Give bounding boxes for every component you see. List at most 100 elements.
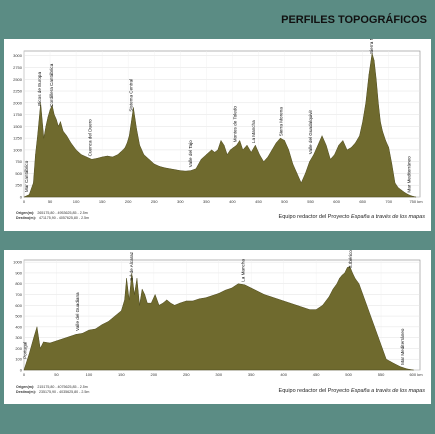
profile-point bbox=[75, 334, 77, 335]
profile-point bbox=[332, 288, 334, 290]
profile-point bbox=[275, 142, 277, 144]
profile-point bbox=[112, 156, 113, 158]
x-tick-label: 400 bbox=[229, 199, 236, 204]
profile-point bbox=[47, 116, 49, 118]
x-tick-label: 450 bbox=[313, 372, 320, 377]
profile-point bbox=[338, 144, 339, 146]
profile-point bbox=[212, 295, 213, 296]
profile-point bbox=[231, 287, 232, 289]
profile-point bbox=[220, 140, 222, 141]
x-last-tick-label: 750 km bbox=[409, 199, 423, 204]
profile-point bbox=[366, 305, 368, 306]
profile-panel-1: 0 250 500 750 1000 1250 1500 1750 2000 2250 2500 27… bbox=[4, 39, 431, 231]
profile-point bbox=[60, 121, 61, 122]
profile-point bbox=[82, 333, 83, 334]
annotation-label: Montes de Toledo bbox=[233, 106, 238, 143]
profile-point bbox=[117, 154, 119, 155]
profile-point bbox=[166, 299, 168, 301]
profile-point bbox=[226, 154, 228, 155]
profile-point bbox=[218, 293, 219, 294]
x-last-tick-label: 600 km bbox=[409, 372, 423, 377]
profile-point bbox=[302, 307, 304, 308]
profile-point bbox=[349, 266, 351, 267]
profile-point bbox=[354, 278, 356, 279]
profile-point bbox=[300, 182, 302, 184]
profile-point bbox=[158, 305, 160, 306]
profile-point bbox=[288, 149, 289, 151]
profile-point bbox=[122, 149, 124, 151]
annotation-label: Cuenca del Duero bbox=[88, 119, 93, 156]
profile-point bbox=[413, 369, 414, 371]
profile-point bbox=[410, 195, 411, 196]
profile-point bbox=[185, 170, 186, 172]
x-tick-label: 650 bbox=[359, 199, 366, 204]
origin-value: 265175,80 - 4953625,85 - 2.5m bbox=[37, 211, 88, 215]
profile-point bbox=[101, 156, 103, 158]
profile-point bbox=[124, 299, 125, 301]
annotation-label: La Mancha bbox=[241, 259, 246, 282]
x-tick-label: 550 bbox=[378, 372, 385, 377]
profile-point bbox=[159, 166, 160, 167]
annotation-label: Sistema Central bbox=[128, 79, 133, 112]
profile-point bbox=[211, 149, 212, 151]
page-title: PERFILES TOPOGRÁFICOS bbox=[281, 14, 427, 26]
profile-chart-2: 0 100 200 300 400 500 600 700 800 900 1000 0 50 100 15… bbox=[13, 250, 423, 377]
x-tick-label: 500 bbox=[281, 199, 288, 204]
profile-point bbox=[370, 315, 371, 317]
x-tick-label: 300 bbox=[215, 372, 222, 377]
profile-point bbox=[400, 366, 401, 368]
profile-point bbox=[380, 121, 381, 122]
profile-point bbox=[378, 102, 379, 104]
profile-point bbox=[342, 140, 344, 141]
profile-point bbox=[136, 278, 138, 279]
origin-value: 215175,80 - 4075625,85 - 2.5m bbox=[37, 385, 88, 389]
profile-point bbox=[136, 128, 137, 129]
profile-point bbox=[263, 294, 265, 295]
profile-point bbox=[341, 274, 343, 276]
profile-point bbox=[388, 147, 389, 148]
profile-point bbox=[385, 140, 386, 141]
y-tick-label: 1250 bbox=[13, 136, 23, 141]
profile-point bbox=[374, 326, 375, 328]
y-tick-label: 500 bbox=[15, 171, 22, 176]
profile-point bbox=[49, 109, 51, 111]
profile-point bbox=[336, 283, 338, 284]
profile-point bbox=[404, 192, 405, 193]
x-tick-label: 350 bbox=[203, 199, 210, 204]
profile-point bbox=[362, 294, 364, 295]
profile-point bbox=[190, 170, 191, 171]
profile-point bbox=[56, 119, 57, 120]
profile-point bbox=[325, 144, 327, 146]
profile-point bbox=[246, 144, 248, 146]
y-tick-label: 300 bbox=[15, 335, 22, 340]
profile-point bbox=[271, 149, 273, 151]
x-tick-label: 700 bbox=[385, 199, 392, 204]
y-tick-label: 800 bbox=[15, 281, 22, 286]
profile-point bbox=[242, 149, 244, 151]
profile-point bbox=[91, 159, 92, 160]
profile-point bbox=[180, 170, 181, 171]
y-tick-label: 2250 bbox=[13, 89, 23, 94]
y-tick-label: 0 bbox=[20, 368, 23, 373]
profile-point bbox=[150, 302, 152, 304]
origin-label: Origen(m): bbox=[16, 385, 35, 389]
y-tick-label: 1750 bbox=[13, 112, 23, 117]
profile-point bbox=[141, 288, 143, 290]
profile-point bbox=[40, 102, 41, 104]
profile-point bbox=[43, 341, 44, 343]
profile-point bbox=[309, 161, 310, 162]
y-tick-label: 1000 bbox=[13, 260, 23, 265]
y-tick-label: 250 bbox=[15, 183, 22, 188]
y-tick-label: 2500 bbox=[13, 77, 23, 82]
profile-point bbox=[259, 154, 260, 155]
profile-point bbox=[169, 168, 171, 169]
profile-point bbox=[393, 363, 395, 364]
profile-point bbox=[121, 310, 122, 311]
profile-point bbox=[206, 154, 207, 155]
profile-area bbox=[23, 53, 416, 198]
destination-value: 235175,90 - 4035625,80 - 2.5m bbox=[38, 390, 90, 394]
profile-point bbox=[131, 272, 133, 274]
x-tick-label: 600 bbox=[333, 199, 340, 204]
profile-point bbox=[162, 302, 164, 304]
profile-point bbox=[139, 144, 140, 146]
